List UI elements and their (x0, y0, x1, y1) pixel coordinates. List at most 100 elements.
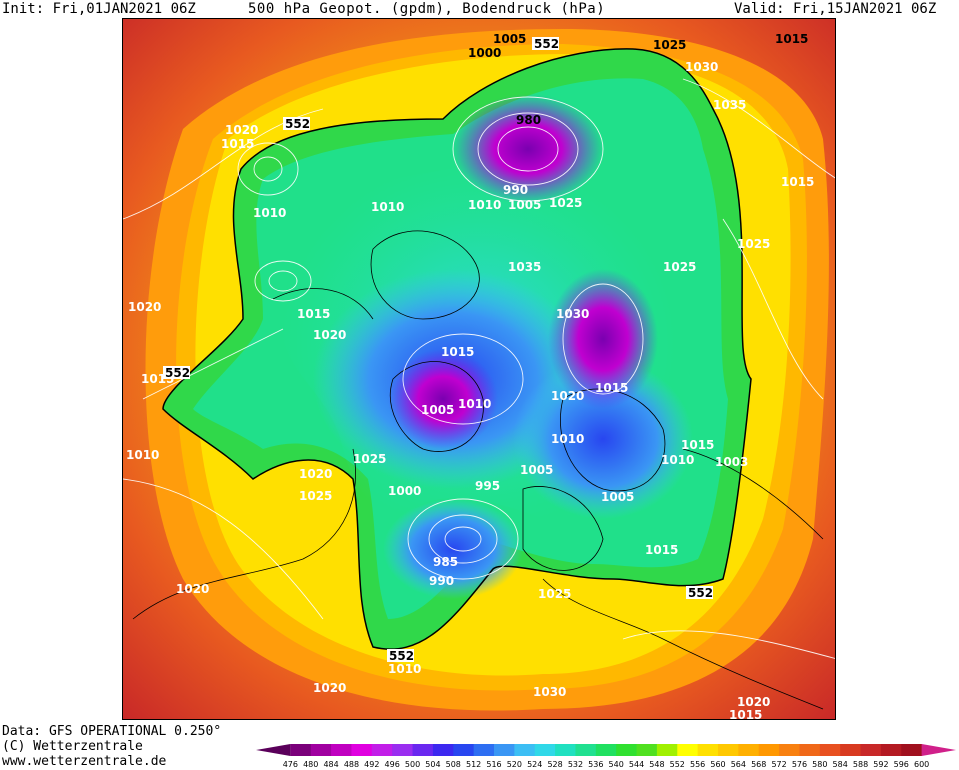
isobar-label: 1000 (388, 484, 421, 498)
legend-swatch (656, 744, 678, 756)
legend-swatch (616, 744, 638, 756)
legend-swatch (331, 744, 352, 756)
legend-swatch (595, 744, 617, 756)
legend-swatch (677, 744, 699, 756)
isobar-label: 1010 (661, 453, 694, 467)
legend-swatch (351, 744, 373, 756)
legend-tick-label: 584 (833, 760, 848, 768)
legend-swatch (819, 744, 841, 756)
legend-tick-label: 576 (792, 760, 807, 768)
legend-tick-label: 492 (364, 760, 379, 768)
geopotential-field: 1005 1000 1025 1015 1030 1035 1015 1020 … (123, 19, 835, 720)
contour-552-label: 552 (389, 649, 414, 663)
legend-swatch (412, 744, 434, 756)
legend-tick-label: 572 (771, 760, 786, 768)
legend-swatch (840, 744, 862, 756)
isobar-label: 1020 (551, 389, 584, 403)
legend-tick-label: 560 (710, 760, 725, 768)
isobar-label: 1010 (388, 662, 421, 676)
legend-swatch (473, 744, 495, 756)
copyright: (C) Wetterzentrale (2, 739, 143, 754)
isobar-label: 1030 (533, 685, 566, 699)
isobar-label: 1010 (551, 432, 584, 446)
coastlines (132, 230, 824, 710)
isobar-label: 1010 (253, 206, 286, 220)
legend-tick-label: 596 (894, 760, 909, 768)
isobar-label: 990 (503, 183, 528, 197)
isobar-label: 1010 (458, 397, 491, 411)
isobar-label: 1005 (601, 490, 634, 504)
legend-tick-label: 568 (751, 760, 766, 768)
isobar-label: 1005 (520, 463, 553, 477)
isobar-label: 1030 (685, 60, 718, 74)
website-url: www.wetterzentrale.de (2, 754, 167, 769)
isobar-label: 1035 (508, 260, 541, 274)
legend-tick-label: 524 (527, 760, 542, 768)
isobar-label: 1010 (371, 200, 404, 214)
legend-tick-label: 544 (629, 760, 644, 768)
legend-tick-label: 528 (547, 760, 562, 768)
legend-swatch (718, 744, 739, 756)
map-title: 500 hPa Geopot. (gpdm), Bodendruck (hPa) (248, 1, 606, 17)
legend-tick-label: 516 (486, 760, 501, 768)
isobar-label: 980 (516, 113, 541, 127)
legend-swatch (860, 744, 882, 756)
legend-swatch (738, 744, 760, 756)
legend-swatch (453, 744, 475, 756)
valid-time: Valid: Fri,15JAN2021 06Z (734, 1, 937, 17)
isobar-label: 1020 (128, 300, 161, 314)
isobar-label: 1000 (468, 46, 501, 60)
isobar-label: 1015 (595, 381, 628, 395)
data-source: Data: GFS OPERATIONAL 0.250° (2, 724, 222, 739)
isobar-label: 985 (433, 555, 458, 569)
legend-swatch (494, 744, 515, 756)
isobar-label: 1025 (653, 38, 686, 52)
legend-swatch (256, 744, 291, 756)
legend-tick-label: 508 (446, 760, 461, 768)
legend-tick-label: 600 (914, 760, 929, 768)
contour-552-label: 552 (688, 586, 713, 600)
legend-tick-label: 548 (649, 760, 664, 768)
legend-tick-label: 512 (466, 760, 481, 768)
legend-swatch (799, 744, 821, 756)
isobar-label: 1015 (775, 32, 808, 46)
contour-552-label: 552 (165, 366, 190, 380)
isobar-label: 1025 (299, 489, 332, 503)
legend-swatch (697, 744, 719, 756)
isobar-label: 995 (475, 479, 500, 493)
legend-tick-label: 496 (385, 760, 400, 768)
isobar-label: 1020 (225, 123, 258, 137)
legend-tick-label: 532 (568, 760, 583, 768)
isobar-label: 1015 (681, 438, 714, 452)
map-labels: 1005 1000 1025 1015 1030 1035 1015 1020 … (126, 32, 814, 720)
isobar-label: 1015 (729, 708, 762, 720)
isobar-label: 1015 (781, 175, 814, 189)
contour-552 (162, 48, 752, 650)
isobar-label: 1015 (221, 137, 254, 151)
legend-swatch (779, 744, 800, 756)
legend-tick-label: 580 (812, 760, 827, 768)
legend-tick-label: 588 (853, 760, 868, 768)
isobar-label: 1015 (441, 345, 474, 359)
isobar-label: 1005 (493, 32, 526, 46)
isobar-label: 1010 (126, 448, 159, 462)
legend-swatch (290, 744, 312, 756)
legend-tick-label: 504 (425, 760, 440, 768)
isobar-label: 1020 (176, 582, 209, 596)
legend-tick-label: 552 (670, 760, 685, 768)
legend-tick-label: 476 (283, 760, 298, 768)
isobar-label: 1020 (313, 328, 346, 342)
isobar-label: 1025 (538, 587, 571, 601)
isobar-label: 1003 (715, 455, 748, 469)
legend-swatch (575, 744, 597, 756)
legend-tick-label: 536 (588, 760, 603, 768)
legend-tick-label: 484 (323, 760, 338, 768)
legend-swatch (880, 744, 902, 756)
legend-swatch (432, 744, 454, 756)
isobar-label: 1025 (353, 452, 386, 466)
legend-swatch (514, 744, 536, 756)
isobar-label: 1025 (663, 260, 696, 274)
legend-tick-label: 500 (405, 760, 420, 768)
contour-552-label: 552 (285, 117, 310, 131)
isobar-label: 1015 (297, 307, 330, 321)
